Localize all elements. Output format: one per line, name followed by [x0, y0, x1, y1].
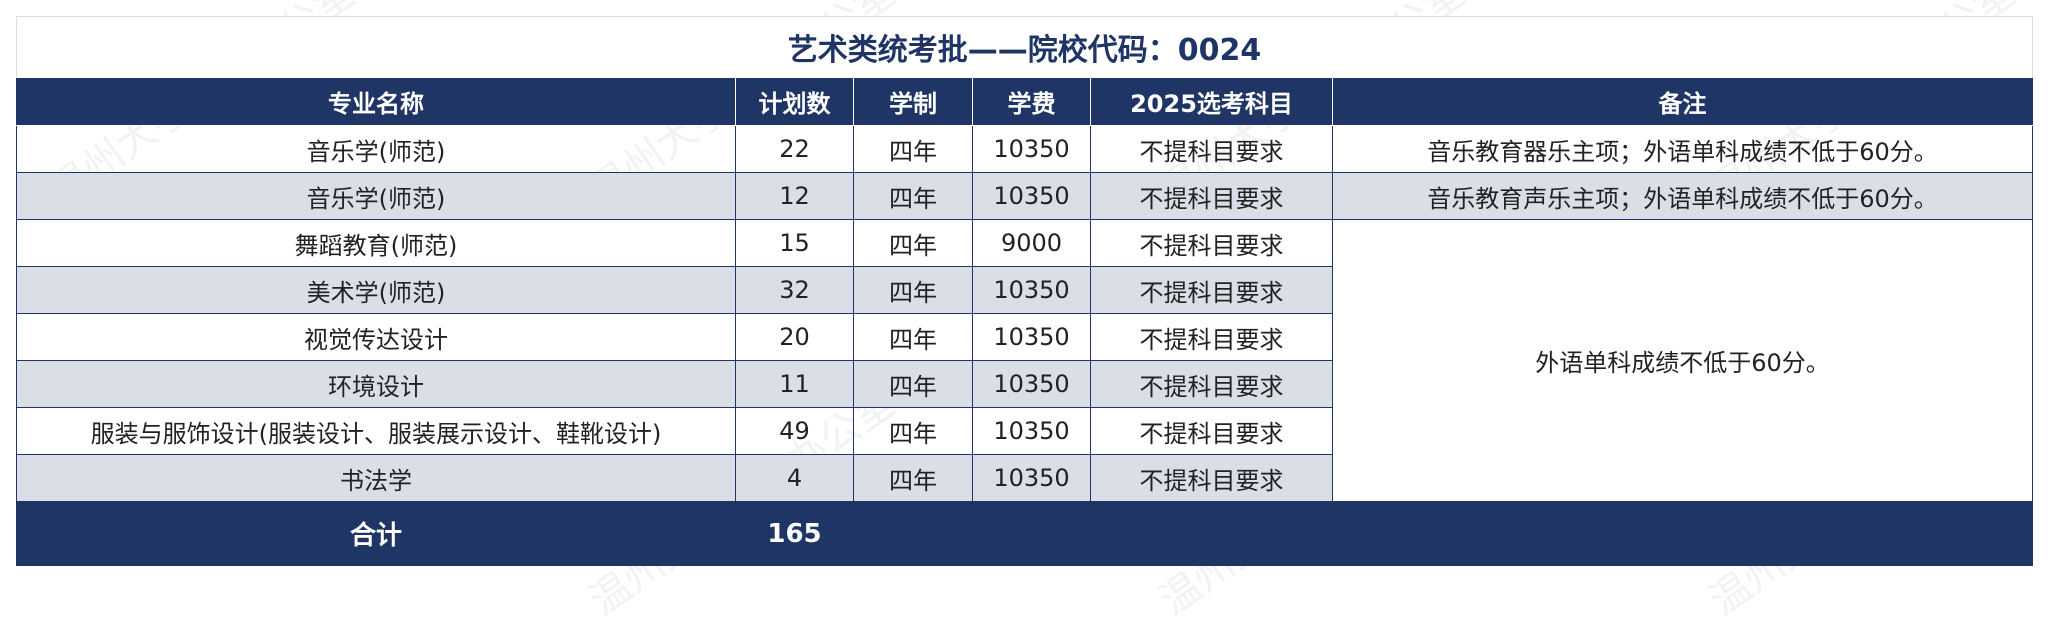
cell-years: 四年: [853, 219, 973, 267]
column-header-notes: 备注: [1331, 77, 2034, 126]
cell-name: 舞蹈教育(师范): [16, 219, 736, 267]
cell-name: 音乐学(师范): [16, 172, 736, 220]
cell-name: 美术学(师范): [16, 266, 736, 314]
cell-fee: 10350: [972, 454, 1091, 502]
cell-plan: 49: [735, 407, 854, 455]
cell-name: 环境设计: [16, 360, 736, 408]
table-row: 美术学(师范) 32 四年 10350 不提科目要求: [16, 266, 2033, 314]
cell-years: 四年: [853, 454, 973, 502]
cell-subject: 不提科目要求: [1090, 219, 1333, 267]
cell-years: 四年: [853, 125, 973, 173]
cell-fee: 9000: [972, 219, 1091, 267]
table-row: 音乐学(师范) 22 四年 10350 不提科目要求 音乐教育器乐主项；外语单科成绩不低于…: [16, 125, 2034, 173]
total-row: 合计 165: [16, 501, 2034, 566]
cell-fee: 10350: [972, 407, 1091, 455]
column-header-subject: 2025选考科目: [1090, 77, 1333, 126]
cell-subject: 不提科目要求: [1090, 454, 1333, 502]
cell-plan: 15: [735, 219, 854, 267]
cell-years: 四年: [853, 266, 973, 314]
cell-fee: 10350: [972, 172, 1091, 220]
cell-name: 视觉传达设计: [16, 313, 736, 361]
cell-years: 四年: [853, 172, 973, 220]
cell-name: 音乐学(师范): [16, 125, 736, 173]
column-header-years: 学制: [853, 77, 973, 126]
enrollment-plan-table: 艺术类统考批——院校代码：0024 专业名称 计划数 学制 学费 2025选考科…: [15, 16, 2034, 566]
cell-years: 四年: [853, 313, 973, 361]
cell-plan: 11: [735, 360, 854, 408]
cell-subject: 不提科目要求: [1090, 407, 1333, 455]
cell-name: 服装与服饰设计(服装设计、服装展示设计、鞋靴设计): [16, 407, 736, 455]
total-label: 合计: [16, 501, 736, 566]
cell-years: 四年: [853, 360, 973, 408]
cell-subject: 不提科目要求: [1090, 125, 1333, 173]
cell-plan: 12: [735, 172, 854, 220]
table-title: 艺术类统考批——院校代码：0024: [15, 16, 2034, 78]
table-row: 音乐学(师范) 12 四年 10350 不提科目要求 音乐教育声乐主项；外语单科成绩不低于…: [16, 172, 2034, 220]
column-header-fee: 学费: [972, 77, 1091, 126]
cell-note: 外语单科成绩不低于60分。: [1331, 219, 2034, 502]
cell-subject: 不提科目要求: [1090, 313, 1333, 361]
total-empty: [852, 501, 2034, 566]
column-header-plan: 计划数: [735, 77, 854, 126]
cell-fee: 10350: [972, 313, 1091, 361]
cell-years: 四年: [853, 407, 973, 455]
cell-note: 音乐教育器乐主项；外语单科成绩不低于60分。: [1331, 125, 2034, 173]
total-value: 165: [735, 501, 854, 566]
cell-name: 书法学: [16, 454, 736, 502]
cell-plan: 22: [735, 125, 854, 173]
cell-plan: 32: [735, 266, 854, 314]
cell-fee: 10350: [972, 125, 1091, 173]
table-row: 舞蹈教育(师范) 15 四年 9000 不提科目要求 外语单科成绩不低于60分。: [16, 219, 2034, 502]
cell-note: 音乐教育声乐主项；外语单科成绩不低于60分。: [1331, 172, 2034, 220]
cell-subject: 不提科目要求: [1090, 266, 1333, 314]
cell-subject: 不提科目要求: [1090, 172, 1333, 220]
cell-plan: 20: [735, 313, 854, 361]
cell-subject: 不提科目要求: [1090, 360, 1333, 408]
column-header-name: 专业名称: [16, 77, 736, 126]
cell-fee: 10350: [972, 266, 1091, 314]
cell-fee: 10350: [972, 360, 1091, 408]
cell-plan: 4: [735, 454, 854, 502]
